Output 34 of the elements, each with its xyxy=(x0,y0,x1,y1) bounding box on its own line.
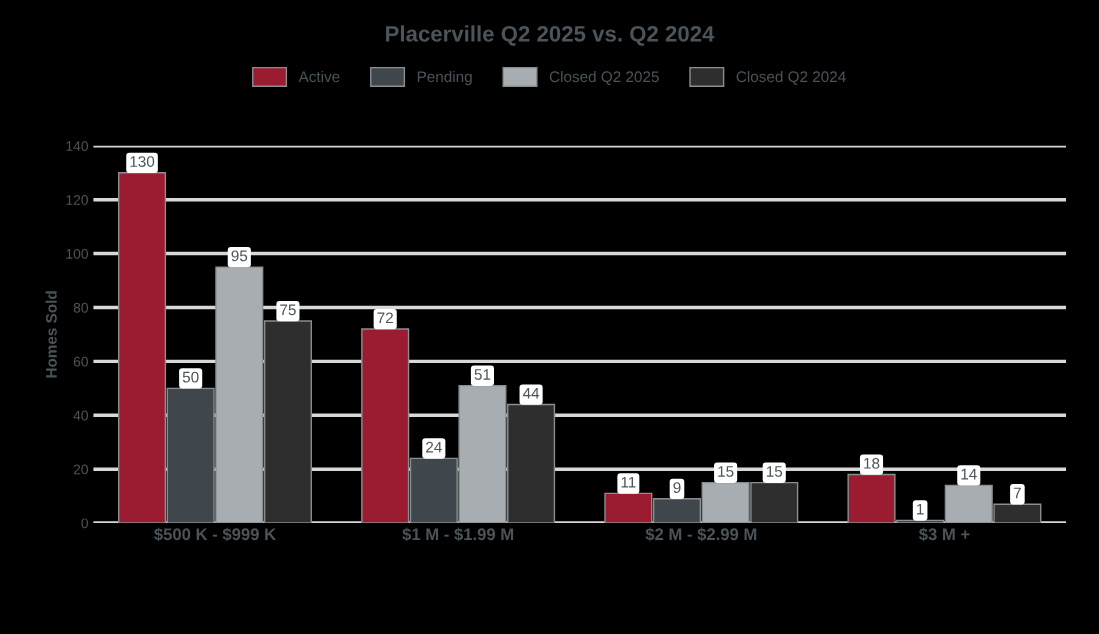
data-label: 11 xyxy=(621,476,636,488)
y-tick-label: 140 xyxy=(66,141,89,151)
x-tick-label: $1 M - $1.99 M xyxy=(402,527,514,542)
x-tick-label: $500 K - $999 K xyxy=(154,527,276,542)
y-tick-label: 60 xyxy=(73,356,89,367)
x-tick-label: $2 M - $2.99 M xyxy=(645,527,757,542)
data-label: 18 xyxy=(864,457,880,469)
data-label: 9 xyxy=(673,482,681,493)
data-label: 50 xyxy=(182,371,199,383)
y-tick-label: 40 xyxy=(73,410,89,421)
data-label: 24 xyxy=(426,441,442,453)
legend-label: Closed Q2 2025 xyxy=(549,70,659,85)
data-label: 51 xyxy=(474,369,491,380)
y-tick-label: 80 xyxy=(73,302,89,313)
data-label: 75 xyxy=(280,304,296,316)
y-tick-label: 0 xyxy=(81,518,89,529)
data-label: 95 xyxy=(231,250,248,262)
legend-label: Active xyxy=(298,70,340,83)
x-tick-label: $3 M + xyxy=(918,527,970,542)
data-label: 44 xyxy=(522,388,540,399)
y-axis-title: Homes Sold xyxy=(45,291,57,378)
y-tick-label: 100 xyxy=(66,248,89,259)
data-label: 1 xyxy=(917,503,924,515)
data-label: 14 xyxy=(961,468,977,480)
data-label: 72 xyxy=(377,312,393,324)
chart-title: Placerville Q2 2025 vs. Q2 2024 xyxy=(386,25,715,46)
y-tick-label: 20 xyxy=(73,464,89,475)
data-label: 7 xyxy=(1013,487,1021,499)
data-label: 15 xyxy=(718,466,734,477)
legend-label: Pending xyxy=(417,70,472,86)
y-tick-label: 120 xyxy=(66,195,89,205)
legend-label: Closed Q2 2024 xyxy=(736,70,846,85)
data-label: 130 xyxy=(130,156,155,167)
data-label: 15 xyxy=(766,466,783,477)
